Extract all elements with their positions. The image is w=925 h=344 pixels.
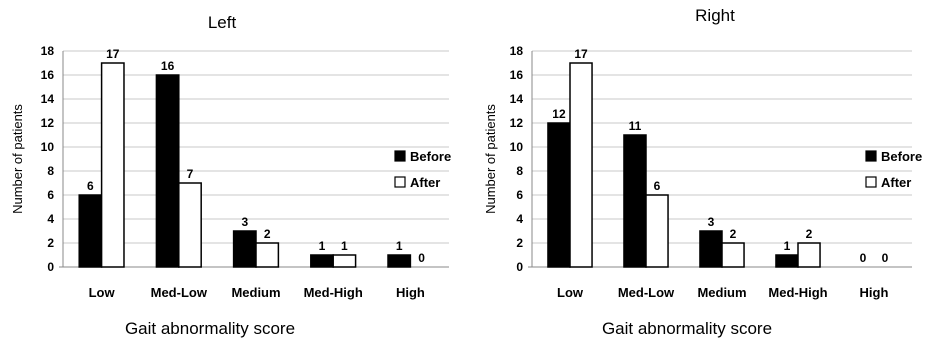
bar-after-med-low xyxy=(645,194,669,268)
data-label: 7 xyxy=(187,167,194,181)
legend-swatch-after xyxy=(394,176,406,188)
bar-after-med-low xyxy=(178,182,202,268)
y-tick-label: 2 xyxy=(516,236,523,250)
bar-after-low xyxy=(569,62,593,268)
x-tick-label: High xyxy=(860,285,889,300)
y-tick-label: 18 xyxy=(41,44,55,58)
data-label: 11 xyxy=(629,119,642,133)
data-label: 3 xyxy=(708,215,715,229)
x-tick-label: High xyxy=(396,285,425,300)
data-label: 0 xyxy=(882,251,889,265)
right-chart: 0246810121416181217Low116Med-Low32Medium… xyxy=(483,6,922,338)
y-tick-label: 0 xyxy=(516,260,523,274)
data-label: 17 xyxy=(574,47,588,61)
y-tick-label: 10 xyxy=(41,140,55,154)
x-tick-label: Med-Low xyxy=(618,285,675,300)
bar-before-low xyxy=(78,194,103,268)
data-label: 1 xyxy=(784,239,791,253)
bar-before-med-low xyxy=(623,134,647,268)
chart-title: Right xyxy=(695,6,735,25)
legend-swatch-before xyxy=(394,150,406,162)
x-axis-label: Gait abnormality score xyxy=(125,319,295,338)
x-axis-label: Gait abnormality score xyxy=(602,319,772,338)
y-axis-label: Number of patients xyxy=(10,104,25,214)
left-chart: 024681012141618617Low167Med-Low32Medium1… xyxy=(10,13,451,338)
legend-label-before: Before xyxy=(881,149,922,164)
y-tick-label: 12 xyxy=(510,116,524,130)
y-tick-label: 8 xyxy=(47,164,54,178)
bar-before-low xyxy=(547,122,571,268)
bar-before-medium xyxy=(232,230,257,268)
x-tick-label: Med-Low xyxy=(151,285,208,300)
bar-before-med-high xyxy=(310,254,334,268)
y-tick-label: 10 xyxy=(510,140,524,154)
data-label: 2 xyxy=(264,227,271,241)
y-tick-label: 14 xyxy=(41,92,55,106)
bar-before-medium xyxy=(699,230,723,268)
data-label: 2 xyxy=(730,227,737,241)
y-axis-label: Number of patients xyxy=(483,104,498,214)
legend-label-after: After xyxy=(881,175,911,190)
legend-label-after: After xyxy=(410,175,440,190)
x-tick-label: Low xyxy=(89,285,116,300)
bar-before-med-low xyxy=(155,74,180,268)
y-tick-label: 16 xyxy=(510,68,524,82)
bar-after-med-high xyxy=(332,254,357,268)
data-label: 16 xyxy=(161,59,175,73)
data-label: 0 xyxy=(418,251,425,265)
legend-swatch-after xyxy=(865,176,877,188)
data-label: 3 xyxy=(241,215,248,229)
bar-after-medium xyxy=(255,242,280,268)
x-tick-label: Medium xyxy=(697,285,746,300)
data-label: 1 xyxy=(341,239,348,253)
data-label: 6 xyxy=(654,179,661,193)
chart-title: Left xyxy=(208,13,237,32)
data-label: 0 xyxy=(860,251,867,265)
data-label: 1 xyxy=(396,239,403,253)
bar-after-medium xyxy=(721,242,745,268)
y-tick-label: 16 xyxy=(41,68,55,82)
y-tick-label: 2 xyxy=(47,236,54,250)
y-tick-label: 14 xyxy=(510,92,524,106)
data-label: 2 xyxy=(806,227,813,241)
y-tick-label: 12 xyxy=(41,116,55,130)
bar-before-med-high xyxy=(775,254,799,268)
bar-after-low xyxy=(100,62,125,268)
data-label: 17 xyxy=(106,47,120,61)
y-tick-label: 6 xyxy=(516,188,523,202)
x-tick-label: Medium xyxy=(231,285,280,300)
x-tick-label: Low xyxy=(557,285,584,300)
data-label: 1 xyxy=(319,239,326,253)
bar-before-high xyxy=(387,254,412,268)
y-tick-label: 0 xyxy=(47,260,54,274)
y-tick-label: 18 xyxy=(510,44,524,58)
bar-after-med-high xyxy=(797,242,821,268)
x-tick-label: Med-High xyxy=(768,285,827,300)
y-tick-label: 4 xyxy=(47,212,54,226)
y-tick-label: 6 xyxy=(47,188,54,202)
legend-swatch-before xyxy=(865,150,877,162)
y-tick-label: 8 xyxy=(516,164,523,178)
legend-label-before: Before xyxy=(410,149,451,164)
x-tick-label: Med-High xyxy=(304,285,363,300)
data-label: 6 xyxy=(87,179,94,193)
data-label: 12 xyxy=(552,107,566,121)
y-tick-label: 4 xyxy=(516,212,523,226)
